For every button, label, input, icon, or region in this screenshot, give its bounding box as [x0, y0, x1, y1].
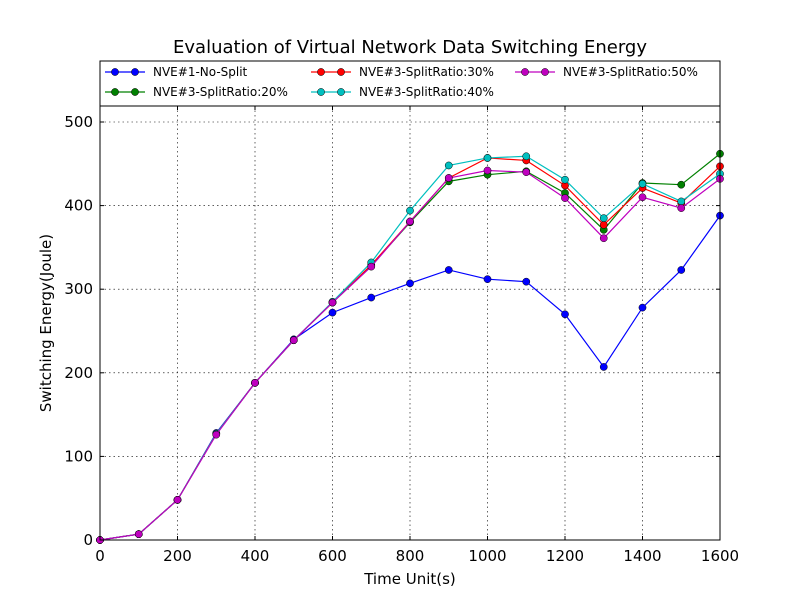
data-point	[561, 310, 569, 319]
data-point	[406, 279, 414, 288]
x-tick-label: 1200	[546, 547, 584, 565]
data-point	[483, 154, 492, 162]
x-tick-label: 400	[241, 547, 270, 565]
x-tick-label: 200	[163, 547, 192, 565]
legend-label: NVE#3-SplitRatio:20%	[153, 85, 288, 99]
data-point	[561, 194, 569, 202]
data-point	[406, 206, 414, 215]
data-point	[367, 293, 376, 302]
data-point	[212, 430, 221, 439]
data-point	[483, 275, 492, 284]
data-point	[289, 336, 298, 345]
y-tick-label: 500	[64, 113, 93, 131]
data-point	[677, 197, 686, 206]
data-point	[406, 217, 414, 226]
data-point	[444, 266, 453, 274]
legend-marker	[541, 68, 549, 76]
data-point	[328, 298, 337, 307]
y-tick-label: 0	[83, 531, 93, 549]
axis-tick-labels: 0 200 400 600 800 1000 1200 1400 1600 0 100 200 300 4…	[64, 113, 739, 565]
legend-marker	[131, 88, 139, 96]
axis-ticks	[99, 106, 721, 541]
legend-entries: NVE#1-No-Split NVE#3-SplitRatio:20% NVE#3-…	[105, 65, 698, 99]
x-tick-label: 0	[95, 547, 105, 565]
series-layer	[96, 149, 724, 544]
data-point	[444, 161, 453, 170]
legend-marker	[317, 68, 325, 76]
data-point	[677, 204, 686, 212]
data-point	[599, 363, 608, 371]
y-axis-label: Switching Energy(Joule)	[37, 234, 55, 412]
legend-label: NVE#3-SplitRatio:40%	[359, 85, 494, 99]
legend-marker	[131, 68, 139, 76]
x-tick-label: 1000	[468, 547, 506, 565]
data-point	[561, 175, 569, 184]
chart-title: Evaluation of Virtual Network Data Switc…	[173, 37, 647, 58]
data-point	[328, 308, 337, 317]
data-point	[677, 180, 686, 189]
legend-entry: NVE#3-SplitRatio:30%	[311, 65, 494, 79]
data-point	[599, 214, 608, 222]
x-tick-label: 800	[396, 547, 425, 565]
data-point	[677, 266, 686, 274]
legend-label: NVE#1-No-Split	[153, 65, 248, 79]
x-tick-label: 1400	[623, 547, 661, 565]
data-point	[599, 234, 608, 243]
legend-marker	[317, 88, 325, 96]
y-tick-label: 200	[64, 364, 93, 382]
legend-entry: NVE#1-No-Split	[105, 65, 248, 79]
legend: NVE#1-No-Split NVE#3-SplitRatio:20% NVE#3-…	[99, 60, 721, 107]
data-point	[638, 193, 647, 202]
data-point	[522, 152, 531, 161]
legend-marker	[521, 68, 529, 76]
legend-label: NVE#3-SplitRatio:30%	[359, 65, 494, 79]
legend-marker	[337, 88, 345, 96]
data-point	[134, 530, 143, 538]
legend-entry: NVE#3-SplitRatio:50%	[515, 65, 698, 79]
data-point	[522, 277, 531, 286]
y-tick-label: 400	[64, 197, 93, 215]
x-axis-label: Time Unit(s)	[363, 570, 456, 588]
data-point	[638, 180, 647, 188]
data-point	[251, 378, 259, 387]
legend-entry: NVE#3-SplitRatio:20%	[105, 85, 288, 99]
data-point	[522, 168, 531, 177]
legend-marker	[337, 68, 345, 76]
data-point	[444, 174, 453, 182]
legend-box	[99, 60, 721, 107]
x-tick-label: 600	[318, 547, 347, 565]
data-point	[599, 220, 608, 229]
legend-label: NVE#3-SplitRatio:50%	[563, 65, 698, 79]
legend-entry: NVE#3-SplitRatio:40%	[311, 85, 494, 99]
y-tick-label: 100	[64, 447, 93, 465]
data-point	[367, 262, 376, 271]
data-point	[173, 496, 182, 504]
x-tick-label: 1600	[701, 547, 739, 565]
data-point	[483, 166, 492, 175]
data-point	[638, 303, 647, 312]
legend-marker	[111, 68, 119, 76]
y-tick-label: 300	[64, 280, 93, 298]
legend-marker	[111, 88, 119, 96]
